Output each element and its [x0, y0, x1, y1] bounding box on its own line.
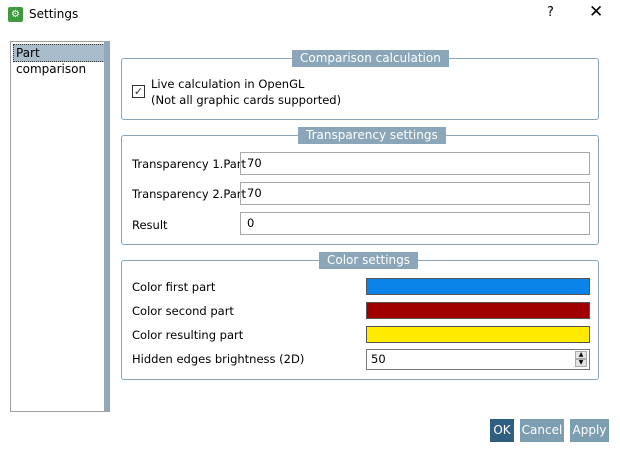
- sidebar-scrollbar[interactable]: [104, 42, 109, 411]
- color-result-label: Color resulting part: [132, 328, 244, 342]
- color-second-label: Color second part: [132, 304, 234, 318]
- spin-up-icon[interactable]: ▲: [575, 351, 587, 359]
- color-second-swatch[interactable]: [366, 302, 590, 319]
- color-settings-group: Color settings Color first part Color se…: [121, 252, 599, 380]
- sidebar: Part comparison: [10, 41, 110, 412]
- live-calculation-label: Live calculation in OpenGL: [151, 77, 305, 91]
- live-calculation-checkbox[interactable]: ✓: [132, 85, 145, 98]
- transparency-1-label: Transparency 1.Part: [132, 157, 247, 171]
- sidebar-item-part-comparison[interactable]: Part comparison: [13, 44, 105, 76]
- result-label: Result: [132, 218, 168, 232]
- comparison-calculation-group: Comparison calculation ✓ Live calculatio…: [121, 50, 599, 120]
- color-first-label: Color first part: [132, 280, 216, 294]
- transparency-1-input[interactable]: 70: [240, 152, 590, 175]
- group-legend: Comparison calculation: [292, 50, 449, 67]
- spin-down-icon[interactable]: ▼: [575, 359, 587, 367]
- hidden-edges-value: 50: [371, 352, 386, 366]
- transparency-2-label: Transparency 2.Part: [132, 187, 247, 201]
- result-input[interactable]: 0: [240, 212, 590, 235]
- hidden-edges-label: Hidden edges brightness (2D): [132, 352, 305, 366]
- window-title: Settings: [29, 7, 79, 21]
- close-button[interactable]: ✕: [589, 2, 604, 22]
- group-legend: Color settings: [319, 252, 418, 269]
- help-button[interactable]: ?: [547, 5, 554, 20]
- transparency-2-input[interactable]: 70: [240, 182, 590, 205]
- group-legend: Transparency settings: [298, 127, 446, 144]
- ok-button[interactable]: OK: [490, 419, 514, 442]
- hidden-edges-spinner[interactable]: 50 ▲ ▼: [366, 349, 590, 370]
- color-first-swatch[interactable]: [366, 278, 590, 295]
- color-result-swatch[interactable]: [366, 326, 590, 343]
- app-icon: ⚙: [8, 7, 23, 22]
- transparency-settings-group: Transparency settings Transparency 1.Par…: [121, 127, 599, 245]
- apply-button[interactable]: Apply: [570, 419, 609, 442]
- live-calculation-note: (Not all graphic cards supported): [151, 93, 342, 107]
- cancel-button[interactable]: Cancel: [520, 419, 564, 442]
